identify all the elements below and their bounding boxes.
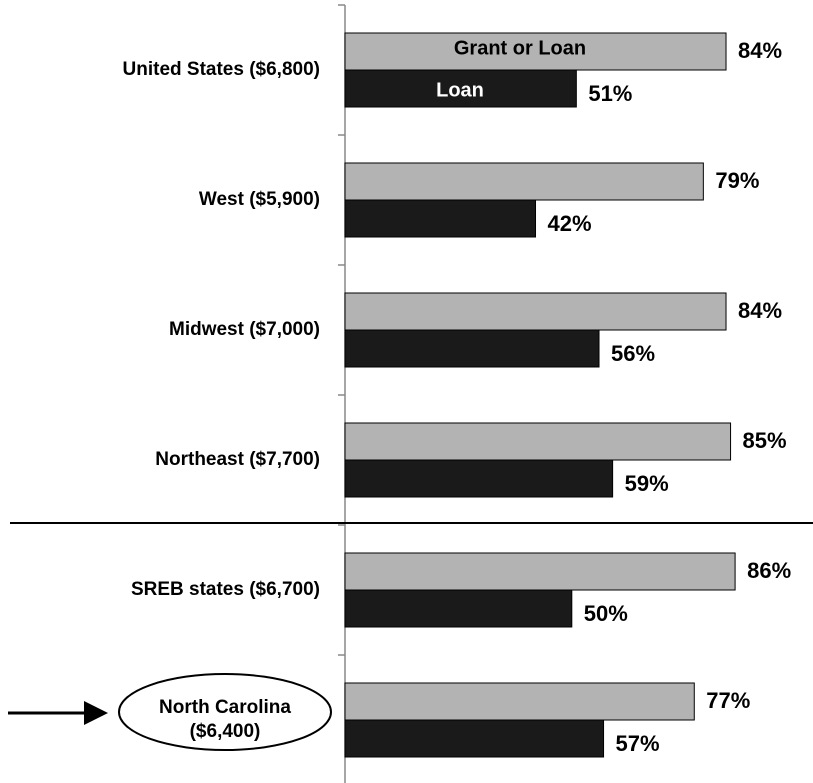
bar	[344, 329, 600, 368]
value-label: 77%	[706, 688, 750, 713]
category-label: Northeast ($7,700)	[155, 449, 320, 470]
bar	[344, 719, 605, 758]
value-label: 84%	[738, 298, 782, 323]
category-label: United States ($6,800)	[122, 59, 320, 80]
bar	[344, 459, 614, 498]
category-label: West ($5,900)	[198, 189, 320, 210]
category-label: North Carolina ($6,400)	[159, 697, 291, 742]
bar	[344, 552, 736, 591]
bar	[344, 422, 732, 461]
value-label: 85%	[743, 428, 787, 453]
category-label: Midwest ($7,000)	[169, 319, 320, 340]
bar	[344, 589, 573, 628]
value-label: 59%	[625, 471, 669, 496]
value-label: 57%	[616, 731, 660, 756]
bar	[344, 292, 727, 331]
value-label: 50%	[584, 601, 628, 626]
highlight-ellipse	[118, 673, 332, 751]
bar	[344, 162, 704, 201]
value-label: 86%	[747, 558, 791, 583]
value-label: 56%	[611, 341, 655, 366]
value-label: 84%	[738, 38, 782, 63]
bar	[344, 199, 537, 238]
value-label: 42%	[548, 211, 592, 236]
bar	[344, 32, 727, 71]
arrow-head	[84, 701, 108, 725]
legend-label: Grant or Loan	[454, 37, 586, 59]
category-label: SREB states ($6,700)	[130, 579, 320, 600]
bar	[344, 682, 695, 721]
value-label: 51%	[588, 81, 632, 106]
legend-label: Loan	[436, 79, 484, 101]
value-label: 79%	[715, 168, 759, 193]
bar	[344, 69, 577, 108]
